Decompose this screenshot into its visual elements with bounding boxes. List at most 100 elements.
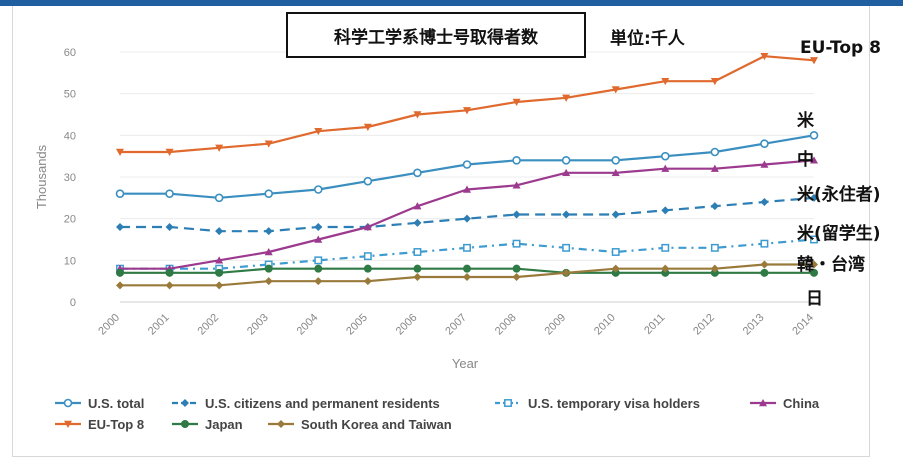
data-point bbox=[463, 273, 471, 281]
data-point bbox=[760, 268, 769, 277]
data-point bbox=[463, 243, 471, 252]
data-point bbox=[165, 281, 174, 290]
data-point bbox=[215, 144, 224, 152]
x-tick-label: 2012 bbox=[691, 312, 717, 338]
data-point bbox=[710, 164, 719, 172]
data-point bbox=[562, 94, 571, 102]
data-point bbox=[363, 252, 372, 261]
chart-title: 科学工学系博士号取得者数 bbox=[334, 27, 538, 48]
data-point bbox=[314, 256, 323, 265]
data-point bbox=[810, 235, 818, 244]
data-point bbox=[611, 210, 620, 219]
y-tick-label: 30 bbox=[64, 172, 76, 184]
legend-marker bbox=[181, 420, 189, 428]
data-point bbox=[512, 181, 521, 189]
data-point bbox=[512, 98, 521, 106]
data-point bbox=[363, 123, 372, 131]
data-point bbox=[215, 227, 224, 236]
data-point bbox=[512, 239, 521, 248]
x-tick-label: 2006 bbox=[394, 312, 420, 338]
data-point bbox=[611, 264, 620, 273]
y-tick-label: 0 bbox=[70, 297, 76, 309]
side-label-us-visa: 米(留学生) bbox=[797, 224, 881, 244]
x-tick-label: 2007 bbox=[443, 312, 469, 338]
x-tick-label: 2001 bbox=[146, 312, 172, 338]
data-point bbox=[710, 147, 720, 157]
data-point bbox=[215, 268, 224, 277]
y-tick-label: 10 bbox=[64, 255, 76, 267]
data-point bbox=[710, 202, 719, 211]
legend-marker bbox=[64, 420, 72, 428]
data-point bbox=[562, 168, 571, 177]
data-point bbox=[760, 160, 769, 168]
data-point bbox=[413, 202, 422, 210]
data-point bbox=[562, 268, 571, 277]
data-point bbox=[562, 243, 571, 252]
legend-label: EU-Top 8 bbox=[88, 417, 144, 432]
series-line-4 bbox=[120, 55, 815, 154]
data-point bbox=[264, 227, 273, 236]
data-point bbox=[165, 189, 174, 198]
side-label-japan: 日 bbox=[806, 289, 823, 309]
data-point bbox=[413, 218, 422, 227]
y-tick-label: 60 bbox=[64, 47, 76, 59]
data-point bbox=[313, 185, 323, 194]
data-point bbox=[611, 248, 620, 256]
data-point bbox=[264, 277, 273, 286]
x-tick-label: 2014 bbox=[790, 312, 816, 338]
data-point bbox=[214, 193, 224, 203]
x-tick-label: 2003 bbox=[245, 312, 271, 338]
data-point bbox=[512, 264, 521, 273]
y-tick-label: 20 bbox=[64, 214, 76, 226]
chart-title-box: 科学工学系博士号取得者数 bbox=[286, 12, 586, 58]
data-point bbox=[116, 223, 124, 231]
legend-marker bbox=[277, 420, 285, 428]
data-point bbox=[710, 264, 719, 273]
series-line-1 bbox=[120, 196, 815, 233]
data-point bbox=[463, 214, 471, 223]
data-point bbox=[314, 235, 323, 243]
data-point bbox=[165, 223, 174, 231]
data-point bbox=[661, 243, 670, 252]
legend-label: Japan bbox=[205, 417, 243, 432]
data-point bbox=[165, 148, 174, 156]
x-axis-title: Year bbox=[452, 356, 479, 371]
data-point bbox=[264, 140, 273, 148]
data-point bbox=[363, 223, 372, 231]
data-point bbox=[314, 277, 323, 286]
x-tick-label: 2009 bbox=[542, 312, 568, 338]
data-point bbox=[810, 57, 818, 65]
unit-label: 単位:千人 bbox=[610, 29, 685, 49]
data-point bbox=[760, 260, 769, 269]
legend-label: U.S. citizens and permanent residents bbox=[205, 396, 440, 411]
y-axis-title: Thousands bbox=[34, 144, 49, 209]
x-tick-label: 2000 bbox=[96, 312, 122, 338]
side-label-china: 中 bbox=[797, 150, 814, 170]
top-bar bbox=[0, 0, 903, 6]
data-point bbox=[462, 160, 472, 169]
data-point bbox=[611, 168, 620, 177]
data-point bbox=[661, 164, 670, 172]
data-point bbox=[661, 264, 670, 273]
data-point bbox=[710, 77, 719, 86]
data-point bbox=[810, 193, 818, 202]
data-point bbox=[760, 52, 769, 61]
data-point bbox=[363, 264, 372, 273]
data-point bbox=[215, 281, 224, 290]
data-point bbox=[413, 168, 422, 178]
data-point bbox=[810, 156, 818, 164]
data-point bbox=[264, 189, 274, 198]
data-point bbox=[810, 260, 818, 269]
data-point bbox=[413, 111, 422, 119]
data-point bbox=[413, 264, 422, 273]
data-point bbox=[116, 281, 124, 290]
data-point bbox=[314, 264, 323, 273]
data-point bbox=[710, 243, 719, 252]
data-point bbox=[165, 268, 174, 277]
data-point bbox=[611, 156, 621, 165]
data-point bbox=[512, 156, 521, 165]
data-point bbox=[314, 223, 323, 231]
data-point bbox=[116, 268, 124, 277]
x-tick-label: 2002 bbox=[195, 312, 221, 338]
data-point bbox=[363, 277, 372, 286]
